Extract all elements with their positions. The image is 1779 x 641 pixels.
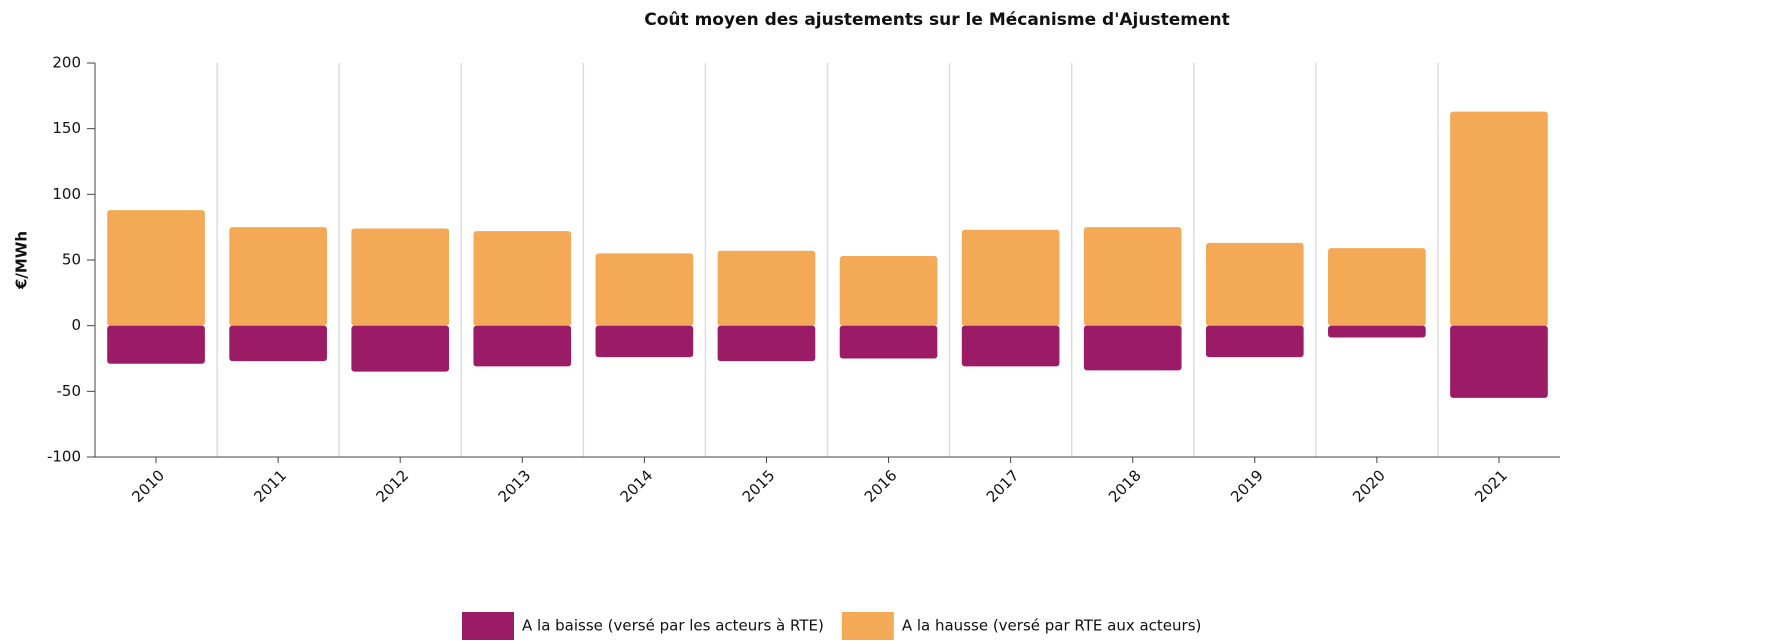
bar — [717, 325, 816, 362]
x-tick-label: 2020 — [1349, 466, 1389, 506]
bar — [961, 229, 1060, 326]
bar — [1083, 325, 1182, 371]
x-tick-label: 2013 — [495, 466, 535, 506]
x-tick-label: 2011 — [250, 466, 290, 506]
bar — [1205, 242, 1304, 326]
chart-title: Coût moyen des ajustements sur le Mécani… — [644, 10, 1229, 30]
y-tick-label: 200 — [52, 54, 81, 72]
bar — [473, 325, 572, 367]
x-tick-label: 2019 — [1227, 466, 1267, 506]
bar — [961, 325, 1060, 367]
y-tick-label: -100 — [47, 448, 81, 466]
legend-swatch — [841, 612, 894, 640]
legend-swatch — [462, 612, 514, 640]
bar — [1450, 325, 1548, 398]
bar — [351, 325, 450, 372]
bar — [717, 250, 816, 326]
bar — [107, 210, 205, 326]
bar — [229, 227, 327, 326]
x-tick-label: 2018 — [1105, 466, 1145, 506]
y-tick-label: -50 — [57, 382, 82, 400]
x-tick-label: 2014 — [617, 466, 657, 506]
legend-label: A la baisse (versé par les acteurs à RTE… — [522, 617, 824, 635]
bar — [839, 325, 938, 359]
bar — [595, 253, 694, 326]
x-tick-label: 2015 — [739, 466, 779, 506]
bar — [595, 325, 694, 358]
y-tick-label: 0 — [71, 316, 81, 334]
bar — [839, 256, 938, 326]
legend-label: A la hausse (versé par RTE aux acteurs) — [902, 617, 1202, 635]
y-axis-label: €/MWh — [13, 231, 31, 290]
bar — [1083, 227, 1182, 326]
y-tick-label: 50 — [62, 251, 81, 269]
bar — [1328, 248, 1426, 326]
bar — [1450, 111, 1548, 326]
y-tick-label: 150 — [52, 119, 81, 137]
x-tick-label: 2017 — [983, 466, 1023, 506]
bar — [229, 325, 327, 362]
bar — [1205, 325, 1304, 358]
x-tick-label: 2012 — [372, 466, 412, 506]
bar — [473, 231, 572, 326]
x-tick-label: 2016 — [861, 466, 901, 506]
bar — [351, 228, 450, 326]
x-tick-label: 2010 — [128, 466, 168, 506]
x-tick-label: 2021 — [1471, 466, 1511, 506]
y-tick-label: 100 — [52, 185, 81, 203]
bar — [107, 325, 205, 364]
bar — [1328, 325, 1426, 338]
